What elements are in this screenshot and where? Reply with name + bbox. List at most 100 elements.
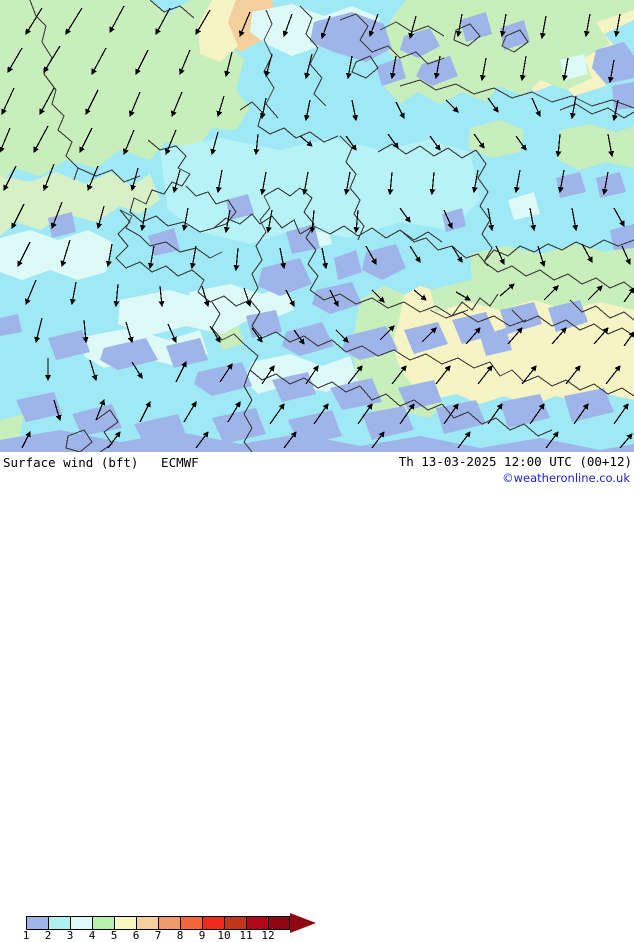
colorbar-swatch-6[interactable] — [136, 916, 158, 930]
wind-arrow — [125, 321, 134, 344]
wind-arrow — [189, 245, 197, 270]
wind-arrow — [7, 47, 23, 74]
wind-arrow — [91, 47, 107, 76]
bft1-bl11 — [212, 408, 266, 444]
map-canvas — [0, 0, 634, 452]
wind-arrow — [399, 403, 415, 425]
wind-arrow — [539, 15, 547, 40]
wind-arrow — [371, 289, 385, 303]
wind-arrow — [215, 169, 223, 194]
wind-arrow — [487, 207, 495, 232]
wind-arrow — [123, 129, 135, 156]
wind-arrow — [345, 55, 353, 80]
wind-arrow — [155, 7, 171, 36]
wind-arrow — [219, 363, 233, 383]
wind-arrow — [282, 13, 293, 38]
wind-arrow — [387, 133, 399, 149]
wind-arrow — [195, 9, 211, 36]
bft1-bl3 — [166, 338, 208, 368]
wind-arrow — [623, 331, 634, 347]
wind-arrow — [435, 365, 451, 385]
wind-arrow — [89, 359, 98, 382]
wind-arrow — [593, 327, 609, 345]
bft1-bl2 — [100, 338, 158, 370]
colorbar-swatch-7[interactable] — [158, 916, 180, 930]
wind-arrow — [583, 13, 591, 38]
wind-arrow — [209, 325, 221, 344]
border-fr-de-rhine — [249, 195, 271, 301]
colorbar-swatch-8[interactable] — [180, 916, 202, 930]
wind-arrow — [433, 55, 441, 80]
colorbar-swatch-1[interactable] — [26, 916, 48, 930]
bft1-sm-f — [610, 224, 634, 250]
wind-arrow — [605, 365, 621, 385]
wind-arrow — [531, 97, 541, 118]
coast-denmark-west — [263, 9, 279, 119]
wind-arrow — [129, 91, 141, 118]
coast-adriatic — [441, 403, 553, 437]
copyright-link[interactable]: ©weatheronline.co.uk — [502, 471, 630, 485]
bft1-alps3 — [246, 310, 282, 338]
colorbar-tick-5: 5 — [110, 929, 118, 942]
colorbar-swatch-2[interactable] — [48, 916, 70, 930]
wind-arrow — [357, 403, 373, 425]
wind-arrow — [65, 7, 83, 36]
colorbar-tick-7: 7 — [154, 929, 162, 942]
wind-arrow — [210, 131, 219, 156]
coast-netherlands — [129, 139, 215, 233]
bft1-bl14 — [436, 400, 486, 434]
border-be-fr — [115, 209, 251, 307]
colorbar-swatch-11[interactable] — [246, 916, 268, 930]
wind-arrow — [477, 365, 493, 385]
shade-bft3-sm4 — [508, 192, 540, 220]
wind-arrow — [0, 127, 11, 154]
wind-arrow — [239, 11, 251, 38]
wind-arrow — [607, 133, 615, 158]
wind-arrow — [601, 171, 609, 196]
wind-arrow — [413, 289, 427, 301]
border-se-alps — [569, 299, 634, 321]
colorbar-tick-12: 12 — [261, 929, 275, 942]
wind-arrow — [443, 209, 453, 230]
colorbar-swatch-12[interactable] — [268, 916, 290, 930]
colorbar-swatch-5[interactable] — [114, 916, 136, 930]
wind-force-colorbar[interactable] — [26, 916, 290, 930]
colorbar-swatch-10[interactable] — [224, 916, 246, 930]
wind-arrow — [243, 287, 252, 308]
wind-arrow — [379, 325, 395, 341]
border-de-state2 — [299, 225, 443, 243]
wind-arrow — [581, 243, 593, 264]
colorbar-swatch-9[interactable] — [202, 916, 224, 930]
wind-arrow — [345, 135, 357, 151]
bft1-bohemia — [362, 244, 406, 280]
border-at-it — [331, 339, 491, 369]
shade-bft1-far-left — [0, 430, 634, 452]
wind-arrow — [545, 431, 559, 449]
wind-arrow — [179, 49, 191, 76]
bft1-bl6 — [330, 378, 382, 410]
wind-arrow — [259, 171, 267, 196]
wind-arrow — [224, 51, 233, 78]
bft1-sm-b — [480, 328, 512, 356]
wind-arrow — [43, 45, 61, 74]
wind-arrow — [175, 360, 187, 383]
coast-baltic-right — [559, 103, 634, 119]
colorbar-swatch-4[interactable] — [92, 916, 114, 930]
colorbar-swatch-3[interactable] — [70, 916, 92, 930]
coast-britain-east — [29, 0, 79, 181]
surface-wind-map[interactable] — [0, 0, 634, 452]
wind-arrow — [409, 245, 421, 264]
wind-arrow — [429, 171, 436, 196]
wind-arrow — [399, 207, 411, 223]
coast-britain-inlet — [77, 167, 141, 183]
colorbar-tick-2: 2 — [44, 929, 52, 942]
wind-arrow — [353, 209, 360, 234]
coast-norway — [149, 0, 195, 19]
wind-shading-layer — [0, 0, 634, 452]
wind-arrow — [395, 101, 405, 120]
bft1-bl8 — [16, 392, 62, 422]
border-de-state1 — [263, 187, 319, 291]
wind-arrow — [109, 5, 125, 34]
wind-arrow — [195, 431, 209, 449]
